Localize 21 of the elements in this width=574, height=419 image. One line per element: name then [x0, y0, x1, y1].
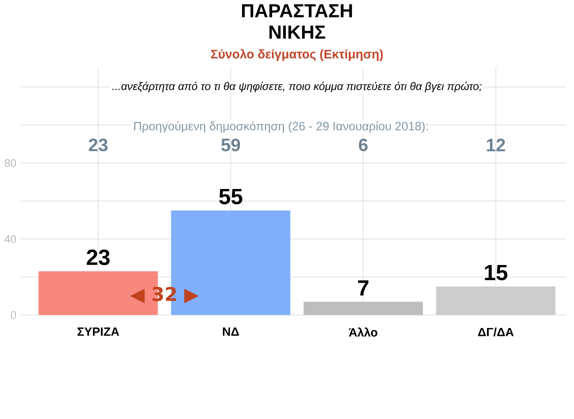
chart-subtitle: Σύνολο δείγματος (Εκτίμηση): [211, 49, 383, 61]
annotation: 12: [486, 138, 506, 152]
bar: [436, 286, 556, 315]
x-tick-label: ΝΔ: [222, 328, 239, 336]
data-label: 15: [484, 265, 508, 280]
annotation: 59: [221, 138, 240, 152]
x-tick-label: ΣΥΡΙΖΑ: [78, 328, 120, 336]
annotation: ...ανεξάρτητα από το τι θα ψηφίσετε, ποιο κόμμα πιστεύετε ότι θα βγει πρώτο;: [112, 82, 482, 92]
chart-title: ΠΑΡΑΣΤΑΣΗ ΝΙΚΗΣ: [242, 4, 352, 39]
x-tick-label: Άλλο: [348, 328, 378, 337]
y-tick-label: 0: [10, 311, 16, 319]
annotation: Προηγούμενη δημοσκόπηση (26 - 29 Ιανουαρίου 2018):: [134, 121, 428, 133]
data-label: 7: [358, 280, 368, 296]
data-label: 55: [219, 189, 242, 204]
x-tick-label: ΔΓ/ΔΑ: [478, 328, 514, 336]
annotation: 6: [358, 138, 368, 152]
data-label: 23: [86, 250, 110, 266]
bar: [304, 302, 423, 315]
y-tick-label: 40: [4, 235, 16, 243]
annotation: 23: [88, 138, 108, 152]
y-tick-label: 80: [4, 159, 16, 167]
